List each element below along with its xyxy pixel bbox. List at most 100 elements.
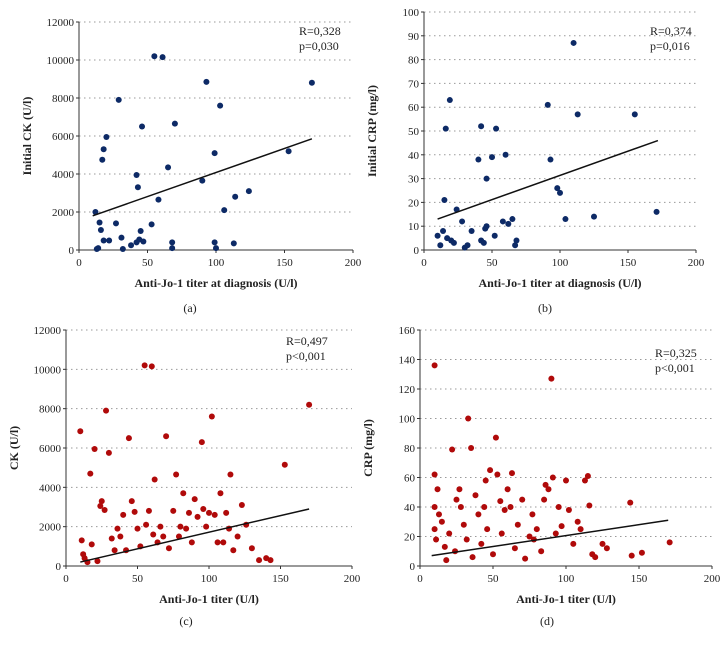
data-point [487,467,494,474]
y-tick-label: 10000 [34,364,62,376]
data-point [501,506,508,513]
data-point [151,53,158,60]
data-point [666,539,673,546]
data-point [137,228,144,234]
data-point [103,407,110,414]
x-tick-label: 100 [208,257,225,269]
stat-annotation: p=0,030 [299,39,339,53]
data-point [565,506,572,513]
data-point [481,504,488,510]
data-point [570,540,577,547]
data-point [431,362,438,369]
x-tick-label: 50 [132,573,144,585]
trend-line [431,519,669,557]
data-point [493,125,500,132]
data-point [497,498,504,505]
panel-label: (a) [183,301,196,315]
data-point [463,536,470,543]
data-point [306,401,313,408]
y-tick-label: 50 [408,126,420,138]
y-tick-label: 70 [408,78,420,90]
y-tick-label: 0 [410,561,416,573]
data-point [111,547,118,554]
data-point [586,502,593,509]
data-point [191,496,198,503]
x-tick-label: 100 [558,573,575,585]
data-point [95,245,102,252]
trend-line [80,508,310,563]
data-point [574,518,581,525]
data-point [489,154,495,161]
data-point [541,496,548,503]
data-point [148,221,155,228]
data-point [627,499,634,506]
data-point [165,545,172,552]
data-point [459,218,466,225]
x-axis-title: Anti-Jo-1 titer (U/l) [516,592,616,606]
x-tick-label: 200 [704,573,721,585]
data-point [98,498,105,505]
y-tick-label: 140 [399,355,416,367]
y-tick-label: 100 [403,7,420,19]
data-point [198,439,205,446]
x-tick-label: 0 [417,573,423,585]
data-point [475,156,482,163]
data-point [103,133,110,140]
data-point [480,239,487,246]
y-tick-label: 12000 [47,17,75,29]
data-point [77,428,84,435]
x-tick-label: 50 [488,573,500,585]
data-point [554,185,561,192]
data-point [492,434,499,441]
y-tick-label: 8000 [39,404,62,416]
data-point [194,513,201,520]
y-tick-label: 10000 [47,55,75,67]
data-point [502,151,509,158]
data-point [97,227,104,234]
y-tick-label: 60 [408,102,420,114]
data-point [125,435,132,442]
chart-panel-c: 0 2000 4000 6000 8000 10000 12000 0 50 100 150 200 R… [7,325,361,628]
stat-annotation: p=0,016 [650,39,690,53]
data-point [91,445,98,452]
data-point [134,184,141,191]
data-point [552,530,559,537]
data-point [563,477,569,484]
data-point [457,504,464,510]
data-point [599,540,606,547]
data-point [511,545,518,552]
data-point [114,525,121,532]
data-point [570,39,577,46]
stat-annotation: R=0,374 [650,24,692,38]
data-point [545,486,552,493]
y-tick-label: 160 [399,325,416,337]
data-point [431,526,438,533]
data-point [513,237,520,244]
data-point [108,535,115,542]
data-point [112,220,119,227]
data-point [101,506,108,513]
data-point [94,558,101,565]
data-point [148,363,155,370]
y-tick-label: 4000 [52,169,75,181]
data-point [143,521,150,528]
y-tick-label: 120 [399,384,416,396]
data-point [141,362,148,369]
data-point [538,548,545,555]
data-point [443,557,450,564]
data-point [230,547,237,554]
data-point [529,511,536,518]
data-point [584,473,591,480]
data-point [227,471,234,478]
x-tick-label: 200 [345,257,362,269]
data-point [449,446,456,453]
data-point [562,216,569,223]
data-point [446,97,453,104]
data-point [494,471,501,478]
y-axis-title: Initial CRP (mg/l) [365,85,379,177]
data-point [169,239,176,246]
data-point [544,101,551,108]
x-axis-title: Anti-Jo-1 titer at diagnosis (U/l) [134,276,297,290]
data-point [434,486,441,493]
data-point [115,96,122,103]
